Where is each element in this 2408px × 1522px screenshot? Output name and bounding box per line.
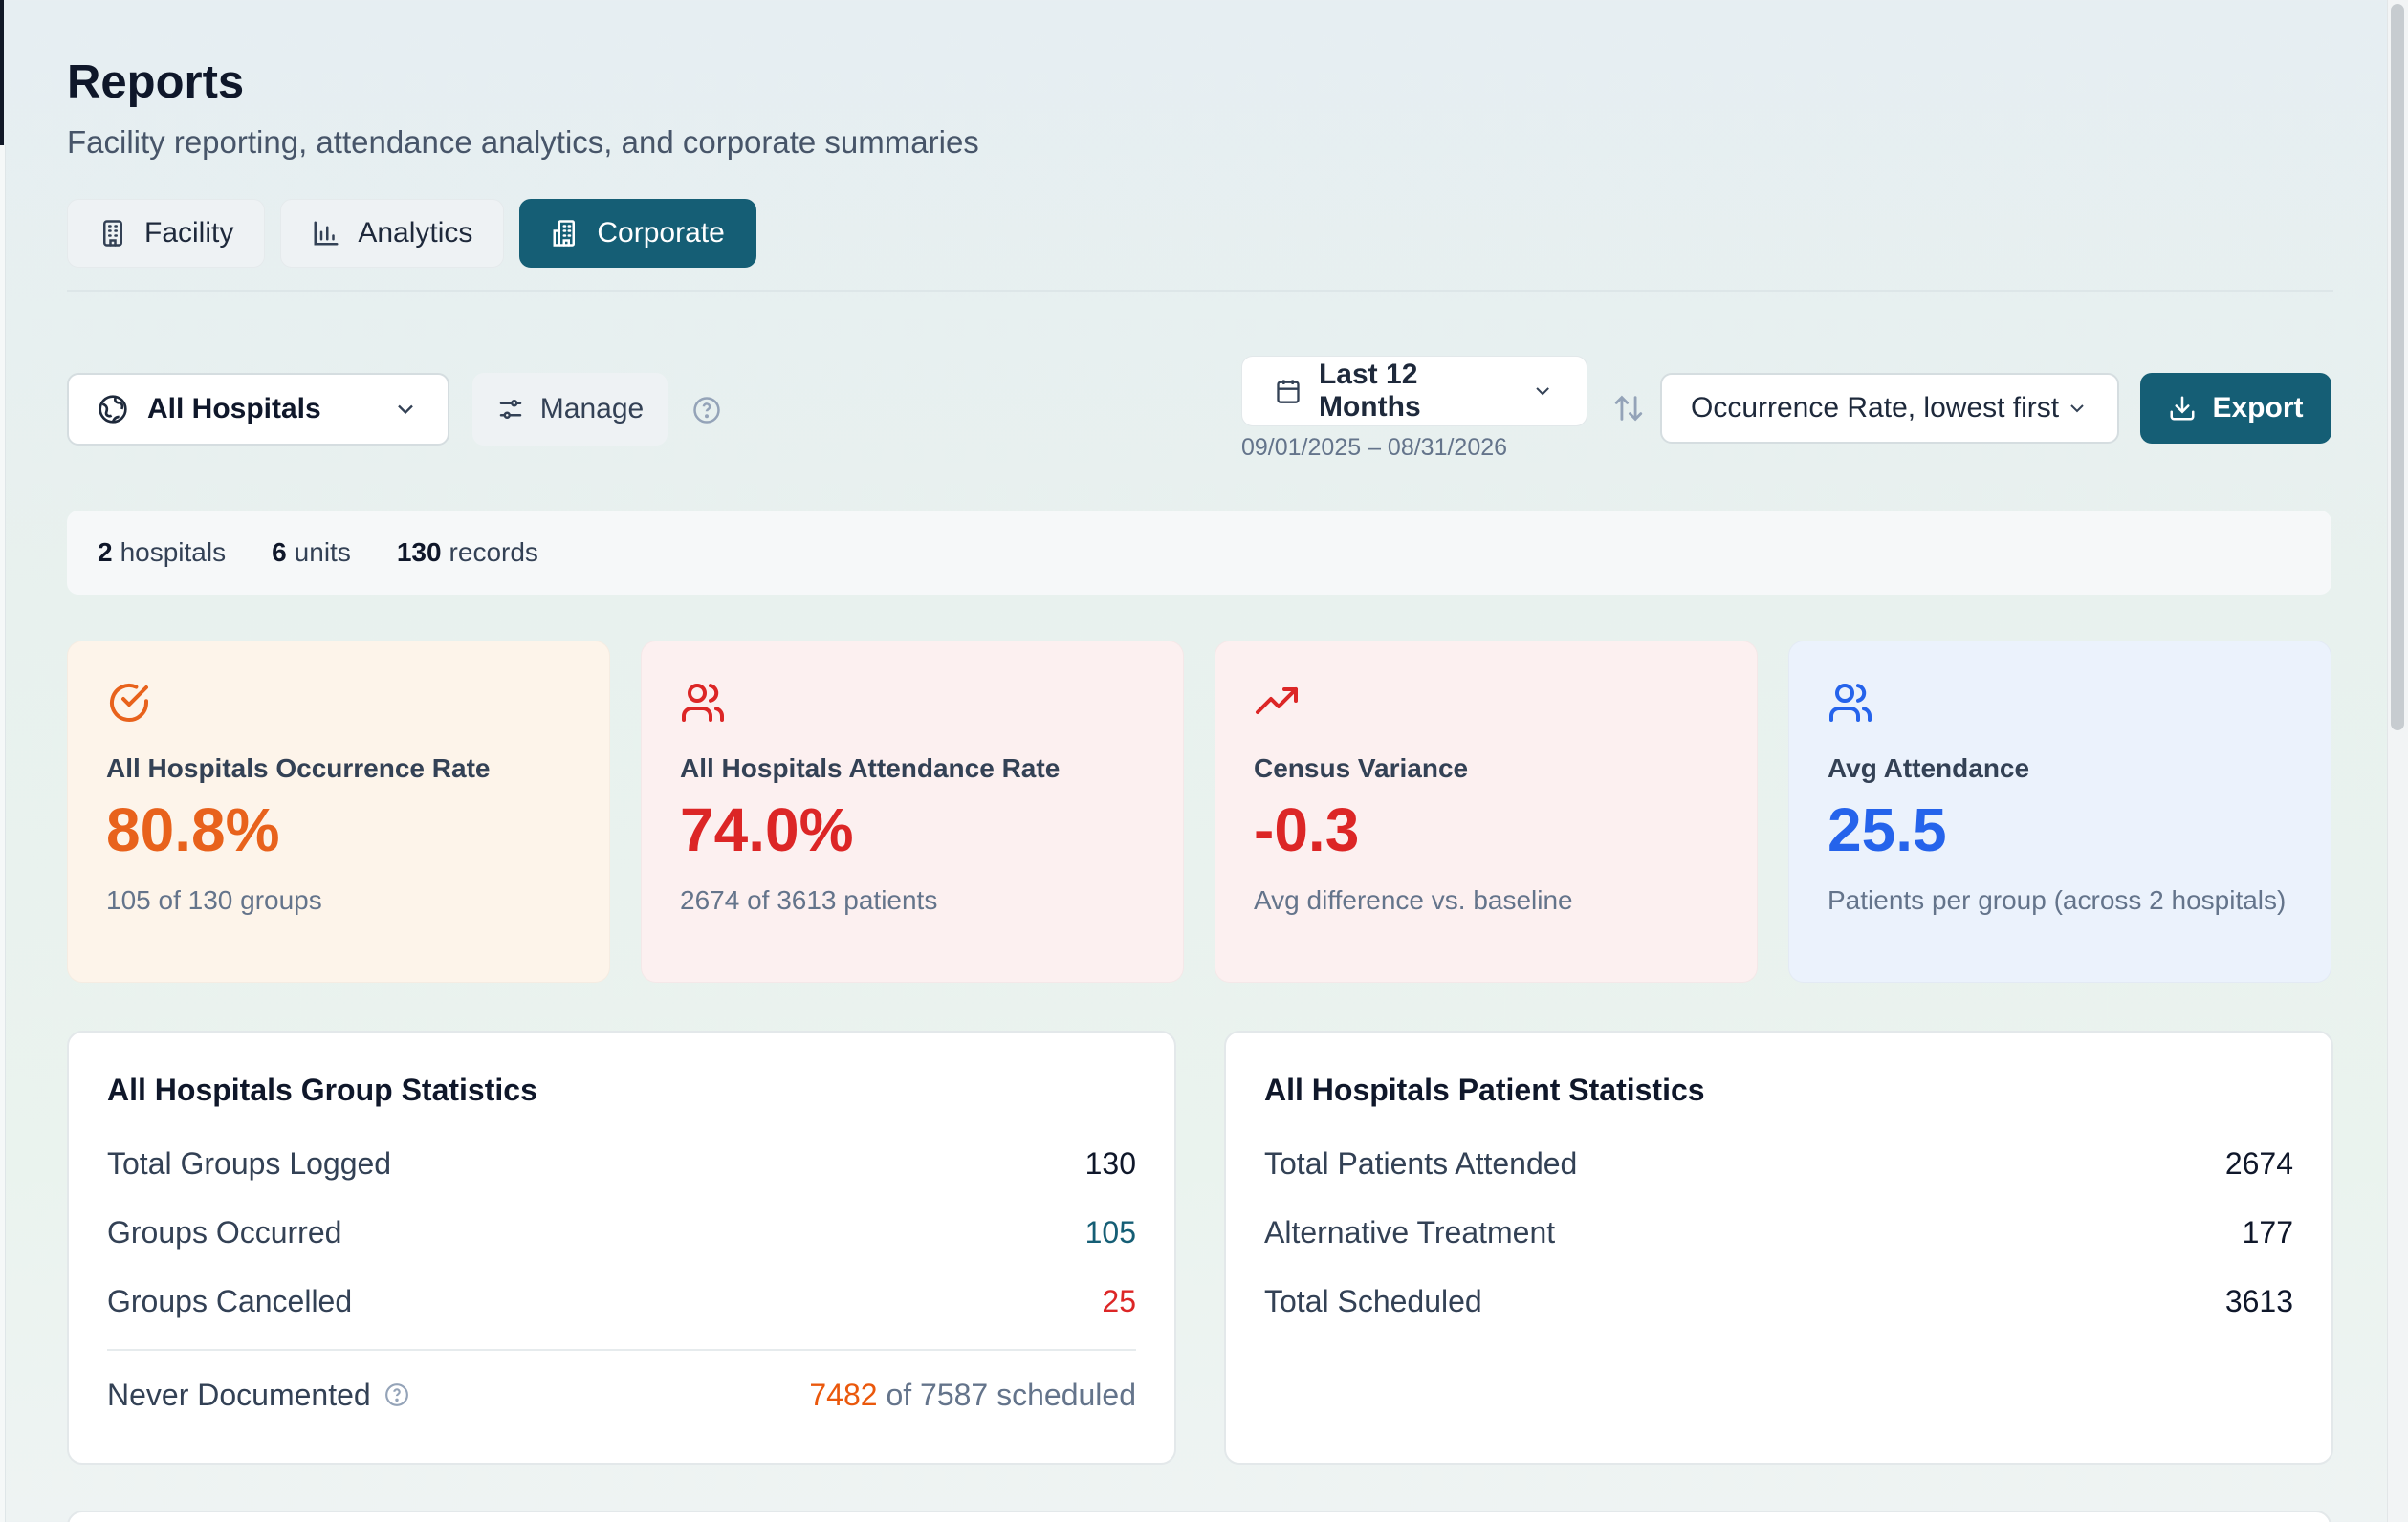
- window-edge: [0, 0, 4, 145]
- chevron-down-icon: [1536, 387, 1549, 396]
- period-select-value: Last 12 Months: [1318, 359, 1421, 423]
- header-divider: [67, 290, 2333, 292]
- stat-label: Total Patients Attended: [1264, 1145, 1578, 1181]
- card-label: Census Variance: [1254, 753, 1469, 783]
- sort-select[interactable]: Occurrence Rate, lowest first: [1660, 373, 2119, 444]
- help-icon[interactable]: [692, 396, 721, 424]
- sort-arrows-icon[interactable]: [1612, 392, 1645, 424]
- avg-attendance-card: Avg Attendance 25.5 Patients per group (…: [1788, 641, 2331, 983]
- users-icon: [682, 684, 725, 722]
- period-select[interactable]: Last 12 Months: [1241, 356, 1587, 426]
- building-icon: [103, 220, 122, 247]
- scrollbar-thumb[interactable]: [2391, 4, 2404, 730]
- summary-units: 6 units: [272, 537, 351, 567]
- stat-label: Never Documented: [107, 1377, 371, 1412]
- stat-label: Total Groups Logged: [107, 1145, 392, 1181]
- sliders-icon: [499, 400, 522, 419]
- tab-facility-label: Facility: [144, 217, 234, 249]
- date-range: 09/01/2025 – 08/31/2026: [1241, 434, 1508, 461]
- tab-analytics[interactable]: Analytics: [280, 199, 505, 268]
- card-subtext: 2674 of 3613 patients: [680, 885, 938, 915]
- tab-corporate-label: Corporate: [597, 217, 725, 249]
- manage-button[interactable]: Manage: [472, 373, 668, 446]
- page-title: Reports: [67, 56, 245, 108]
- next-panel: [67, 1511, 2331, 1522]
- calendar-icon: [1277, 380, 1300, 403]
- group-statistics-panel: All Hospitals Group Statistics Total Gro…: [67, 1031, 1176, 1465]
- stat-label: Total Scheduled: [1264, 1283, 1482, 1318]
- card-value: 25.5: [1828, 795, 1947, 864]
- hospital-select[interactable]: All Hospitals: [67, 373, 449, 446]
- divider: [107, 1349, 1136, 1351]
- summary-bar: 2 hospitals 6 units 130 records: [67, 511, 2331, 595]
- card-subtext: 105 of 130 groups: [106, 885, 322, 915]
- card-value: -0.3: [1254, 795, 1360, 864]
- sidebar-edge: [0, 145, 6, 1522]
- stat-label: Alternative Treatment: [1264, 1214, 1556, 1250]
- stat-row: Alternative Treatment 177: [1264, 1198, 2293, 1267]
- occurrence-rate-card: All Hospitals Occurrence Rate 80.8% 105 …: [67, 641, 610, 983]
- panel-title: All Hospitals Group Statistics: [107, 1073, 537, 1107]
- filter-bar: All Hospitals Manage Last 12 Months 09/0…: [67, 356, 2331, 468]
- globe-icon: [99, 395, 127, 424]
- scrollbar[interactable]: [2387, 0, 2408, 1522]
- tab-analytics-label: Analytics: [358, 217, 473, 249]
- card-label: All Hospitals Attendance Rate: [680, 753, 1061, 783]
- export-label: Export: [2212, 392, 2304, 424]
- stat-value: 177: [2242, 1214, 2293, 1250]
- corporate-building-icon: [553, 220, 576, 247]
- stat-value: 25: [1102, 1283, 1136, 1318]
- stat-row: Groups Occurred 105: [107, 1198, 1136, 1267]
- bar-chart-icon: [314, 221, 339, 246]
- stat-row: Total Patients Attended 2674: [1264, 1129, 2293, 1198]
- check-circle-icon: [110, 684, 148, 722]
- trending-up-icon: [1256, 687, 1298, 714]
- patient-statistics-panel: All Hospitals Patient Statistics Total P…: [1224, 1031, 2333, 1465]
- chevron-down-icon: [398, 404, 413, 415]
- summary-records: 130 records: [396, 537, 538, 567]
- card-label: Avg Attendance: [1828, 753, 2030, 783]
- kpi-cards: All Hospitals Occurrence Rate 80.8% 105 …: [67, 641, 2331, 983]
- tab-corporate[interactable]: Corporate: [519, 199, 756, 268]
- hospital-select-value: All Hospitals: [147, 393, 321, 424]
- stat-row: Groups Cancelled 25: [107, 1267, 1136, 1336]
- page-subtitle: Facility reporting, attendance analytics…: [67, 124, 979, 160]
- sort-select-value: Occurrence Rate, lowest first: [1691, 392, 2060, 424]
- report-tabs: Facility Analytics Corporate: [67, 199, 756, 268]
- stat-row: Total Groups Logged 130: [107, 1129, 1136, 1198]
- manage-label: Manage: [539, 393, 645, 424]
- card-value: 80.8%: [106, 795, 280, 864]
- stat-value: 130: [1084, 1145, 1136, 1181]
- card-value: 74.0%: [680, 795, 854, 864]
- stat-label: Groups Occurred: [107, 1214, 342, 1250]
- stat-value: 2674: [2224, 1145, 2293, 1181]
- card-subtext: Avg difference vs. baseline: [1254, 885, 1573, 915]
- download-icon: [2170, 396, 2195, 421]
- attendance-rate-card: All Hospitals Attendance Rate 74.0% 2674…: [641, 641, 1184, 983]
- summary-hospitals: 2 hospitals: [98, 537, 227, 567]
- help-icon[interactable]: [384, 1382, 409, 1407]
- chevron-down-icon: [2070, 404, 2084, 413]
- card-subtext: Patients per group (across 2 hospitals): [1828, 885, 2287, 915]
- never-documented-row: Never Documented 7482 of 7587 scheduled: [107, 1360, 1136, 1429]
- census-variance-card: Census Variance -0.3 Avg difference vs. …: [1215, 641, 1758, 983]
- panel-title: All Hospitals Patient Statistics: [1264, 1073, 1705, 1107]
- never-documented-suffix: of 7587 scheduled: [886, 1377, 1136, 1412]
- card-label: All Hospitals Occurrence Rate: [106, 753, 491, 783]
- export-button[interactable]: Export: [2140, 373, 2331, 444]
- stat-row: Total Scheduled 3613: [1264, 1267, 2293, 1336]
- stat-value: 3613: [2224, 1283, 2293, 1318]
- users-icon: [1829, 684, 1872, 722]
- tab-facility[interactable]: Facility: [67, 199, 266, 268]
- never-documented-value: 7482: [809, 1377, 878, 1412]
- stat-label: Groups Cancelled: [107, 1283, 353, 1318]
- stat-value: 105: [1084, 1214, 1136, 1250]
